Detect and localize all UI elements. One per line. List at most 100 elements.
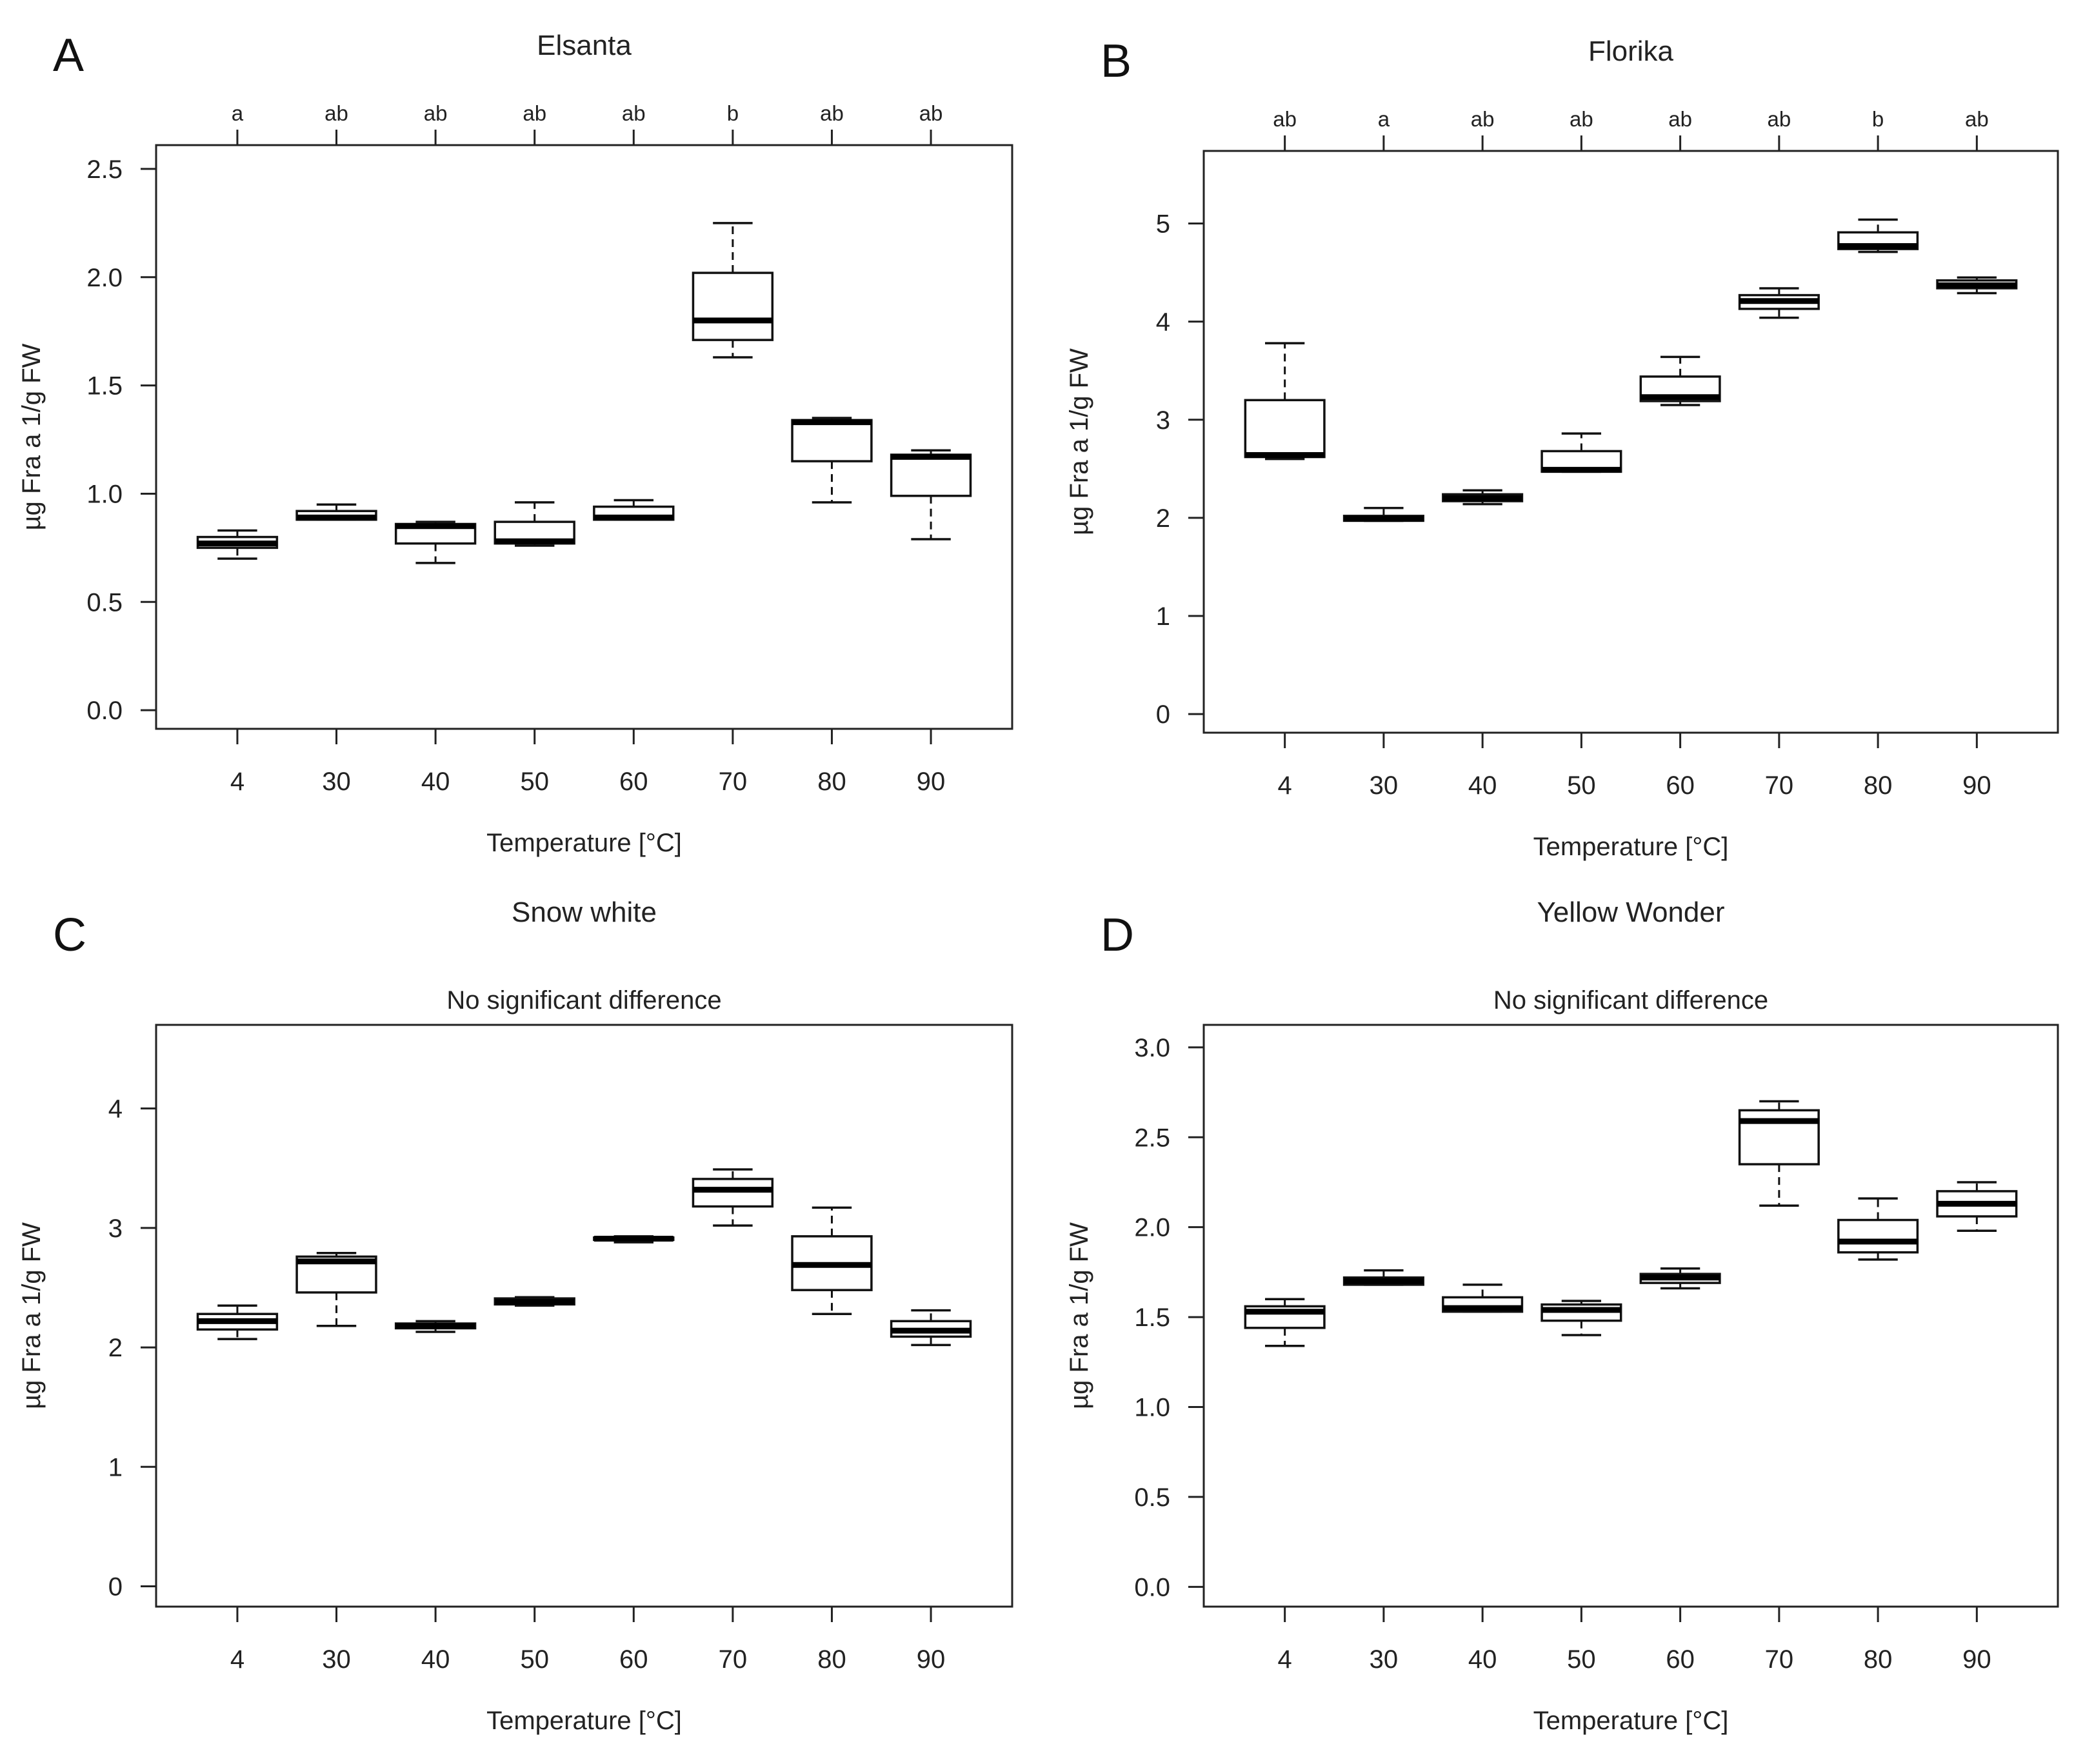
x-tick-label: 90 xyxy=(917,1645,946,1674)
x-tick-label: 90 xyxy=(1962,1645,1991,1674)
y-tick-label: 2.5 xyxy=(1134,1124,1170,1152)
y-tick-label: 0.5 xyxy=(1134,1483,1170,1512)
box-80 xyxy=(1837,218,1919,253)
iqr-box xyxy=(692,272,774,341)
plot-frame xyxy=(155,1024,1013,1608)
box-60 xyxy=(1639,1267,1721,1290)
y-tick-label: 2.0 xyxy=(1134,1214,1170,1242)
group-letter: ab xyxy=(1965,107,1989,131)
box-60 xyxy=(593,499,675,521)
box-30 xyxy=(1342,1269,1424,1286)
panel-title: Elsanta xyxy=(537,30,632,61)
y-tick-label: 0 xyxy=(108,1573,123,1601)
iqr-box xyxy=(890,453,972,497)
panel-title: Florika xyxy=(1588,35,1674,67)
x-tick-label: 60 xyxy=(1666,1645,1695,1674)
y-axis-label: µg Fra a 1/g FW xyxy=(17,343,46,530)
y-tick-label: 0.0 xyxy=(86,697,123,725)
y-tick-label: 5 xyxy=(1156,210,1170,239)
x-axis-label: Temperature [°C] xyxy=(1533,833,1729,861)
x-tick-label: 70 xyxy=(1765,1645,1794,1674)
group-letter: ab xyxy=(424,101,448,125)
x-tick-label: 50 xyxy=(520,768,549,796)
box-50 xyxy=(494,1296,575,1307)
y-tick-label: 2.0 xyxy=(86,264,123,292)
y-tick-label: 3 xyxy=(108,1214,123,1243)
box-90 xyxy=(890,1309,972,1347)
x-tick-label: 30 xyxy=(322,1645,351,1674)
box-4 xyxy=(1244,342,1326,461)
panel-c: C Snow white No significant difference 0 1 2 3… xyxy=(17,897,1013,1735)
x-tick-label: 90 xyxy=(1962,771,1991,800)
panel-label: C xyxy=(53,909,86,961)
group-letter: ab xyxy=(1768,107,1791,131)
x-tick-label: 4 xyxy=(1278,771,1292,800)
y-tick-label: 2 xyxy=(1156,504,1170,533)
group-letter: ab xyxy=(622,101,646,125)
box-80 xyxy=(791,417,873,504)
y-tick-label: 0.0 xyxy=(1134,1573,1170,1601)
y-tick-label: 1.5 xyxy=(86,372,123,401)
group-letter: ab xyxy=(919,101,943,125)
panel-a: A Elsanta 0.0 0.5 1.0 1.5 2.0 2.5 µg Fra a 1/g F… xyxy=(17,30,1013,857)
group-letter: a xyxy=(1378,107,1390,131)
panel-title: Snow white xyxy=(512,897,657,928)
x-tick-label: 30 xyxy=(1370,771,1399,800)
box-4 xyxy=(196,1304,279,1340)
iqr-box xyxy=(692,1178,774,1208)
plot-frame xyxy=(155,144,1013,730)
iqr-box xyxy=(791,419,873,462)
x-tick-label: 30 xyxy=(322,768,351,796)
group-letter: ab xyxy=(1570,107,1593,131)
y-tick-label: 1.5 xyxy=(1134,1303,1170,1332)
x-tick-label: 50 xyxy=(1567,771,1596,800)
panel-label: A xyxy=(53,30,84,81)
box-60 xyxy=(1639,355,1721,406)
x-tick-label: 90 xyxy=(917,768,946,796)
plot-frame xyxy=(1202,150,2059,734)
box-70 xyxy=(1738,287,1820,319)
x-tick-label: 4 xyxy=(1278,1645,1292,1674)
box-4 xyxy=(1244,1298,1326,1347)
group-letter: ab xyxy=(1668,107,1692,131)
box-50 xyxy=(494,501,575,547)
box-40 xyxy=(394,1320,477,1333)
x-tick-label: 50 xyxy=(1567,1645,1596,1674)
x-tick-label: 70 xyxy=(719,768,748,796)
group-letter: ab xyxy=(820,101,844,125)
box-60 xyxy=(593,1235,675,1244)
box-80 xyxy=(1837,1197,1919,1261)
x-tick-label: 60 xyxy=(619,1645,648,1674)
x-axis-label: Temperature [°C] xyxy=(1533,1707,1729,1735)
box-50 xyxy=(1541,1300,1622,1336)
plot-frame xyxy=(1202,1024,2059,1608)
group-letter: a xyxy=(232,101,244,125)
box-30 xyxy=(295,503,377,521)
y-tick-label: 3 xyxy=(1156,406,1170,435)
panel-label: B xyxy=(1101,35,1132,87)
group-letter: ab xyxy=(1273,107,1297,131)
group-letter: b xyxy=(727,101,739,125)
y-tick-label: 2 xyxy=(108,1334,123,1362)
x-tick-label: 80 xyxy=(817,1645,846,1674)
iqr-box xyxy=(1244,399,1326,459)
panel-title: Yellow Wonder xyxy=(1537,897,1724,928)
group-letter: ab xyxy=(1471,107,1495,131)
x-tick-label: 70 xyxy=(1765,771,1794,800)
x-tick-label: 70 xyxy=(719,1645,748,1674)
y-tick-label: 1.0 xyxy=(86,480,123,508)
box-70 xyxy=(692,1168,774,1227)
x-tick-label: 60 xyxy=(619,768,648,796)
panel-subtitle: No significant difference xyxy=(1493,986,1768,1015)
x-tick-label: 50 xyxy=(520,1645,549,1674)
x-tick-label: 40 xyxy=(421,1645,450,1674)
group-letter: ab xyxy=(324,101,348,125)
box-80 xyxy=(791,1206,873,1315)
y-tick-label: 4 xyxy=(1156,308,1170,337)
x-tick-label: 80 xyxy=(817,768,846,796)
y-axis-label: µg Fra a 1/g FW xyxy=(1065,1222,1093,1409)
x-tick-label: 60 xyxy=(1666,771,1695,800)
x-axis-label: Temperature [°C] xyxy=(486,1707,682,1735)
group-letter: ab xyxy=(523,101,546,125)
